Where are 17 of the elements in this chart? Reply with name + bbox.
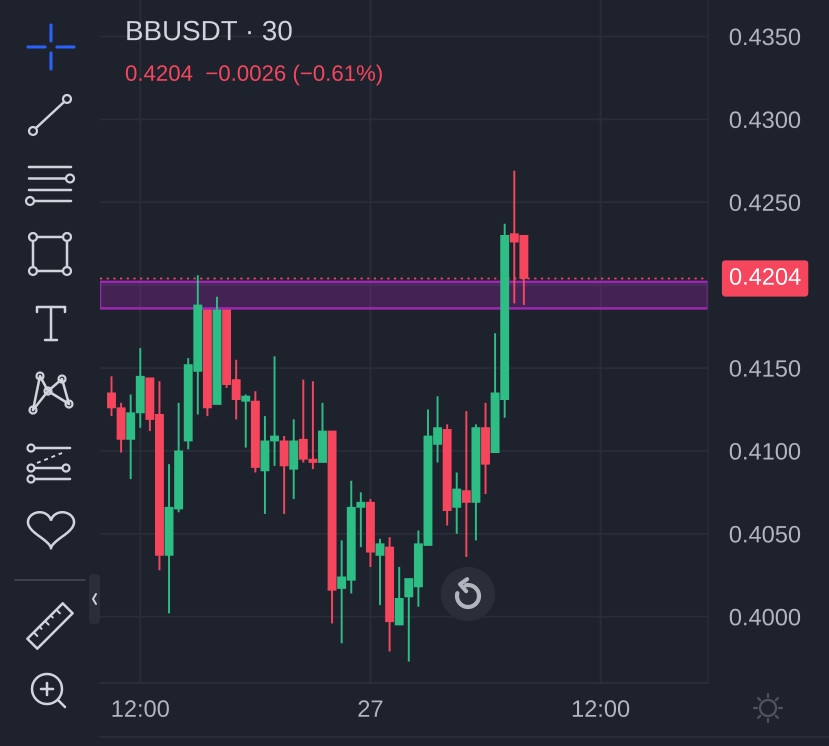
y-tick-label: 0.4100 [730, 442, 800, 460]
candlestick [462, 410, 471, 558]
x-tick-label: 12:00 [572, 700, 630, 718]
y-tick-label: 0.4300 [730, 111, 800, 128]
candlestick [452, 471, 462, 535]
ref-line-label: 0.4204 [730, 268, 801, 285]
candlestick [376, 538, 384, 606]
text: 0.4204 −0.0026 (−0.61%) [126, 64, 382, 86]
x-tick-label: 12:00 [112, 700, 169, 718]
text: BBUSDT · 30 [127, 20, 292, 40]
x-tick-label: 27 [358, 700, 382, 717]
y-tick-label: 0.4250 [730, 194, 800, 212]
y-tick-label: 0.4050 [730, 526, 800, 543]
y-tick-label: 0.4150 [730, 360, 800, 377]
candlestick [241, 394, 250, 449]
y-tick-label: 0.4000 [730, 608, 800, 626]
y-tick-label: 0.4350 [730, 28, 800, 46]
